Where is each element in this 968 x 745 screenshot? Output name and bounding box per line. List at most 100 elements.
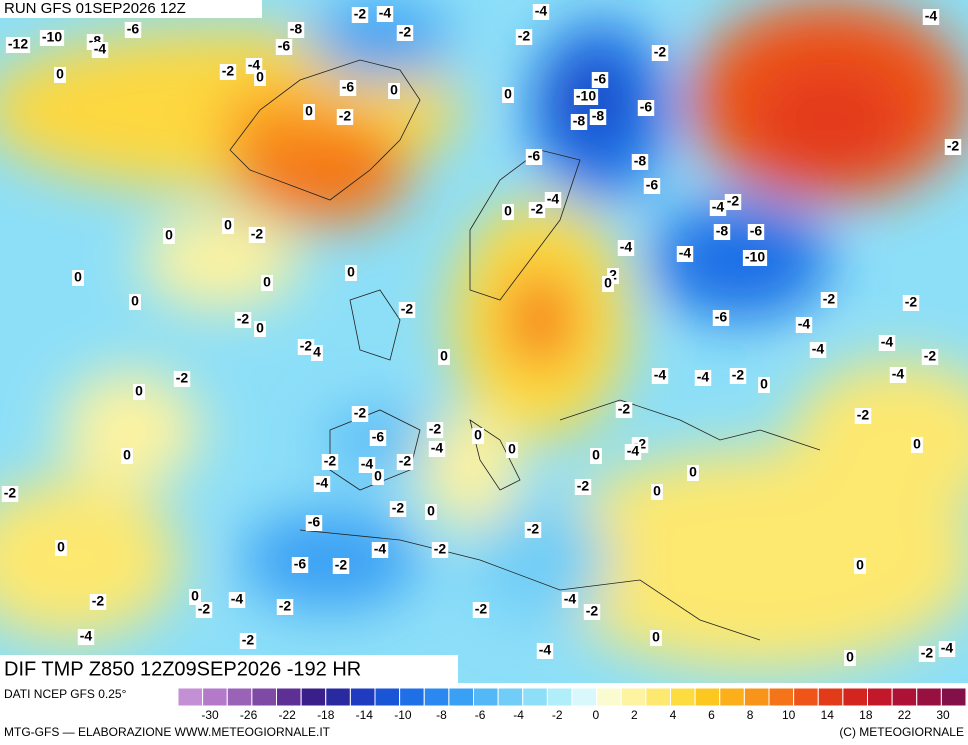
contour-label-bg	[911, 437, 923, 453]
contour-label-bg	[820, 292, 838, 308]
contour-label-bg	[795, 317, 813, 333]
contour-label-bg	[525, 149, 543, 165]
contour-label-bg	[742, 250, 768, 266]
contour-label: -6	[308, 514, 321, 530]
contour-label: 0	[131, 293, 139, 309]
contour-label: -4	[431, 440, 444, 456]
color-swatch	[251, 687, 277, 707]
color-swatch	[670, 687, 696, 707]
contour-label: -2	[222, 63, 235, 79]
contour-label: -8	[592, 108, 605, 124]
contour-label: -4	[925, 8, 938, 24]
contour-label: -2	[527, 521, 540, 537]
contour-label: -2	[300, 338, 313, 354]
contour-label: -4	[379, 5, 392, 21]
contour-label: -4	[712, 199, 725, 215]
contour-label: -8	[573, 113, 586, 129]
contour-label: -4	[798, 316, 811, 332]
contour-label-bg	[713, 224, 731, 240]
contour-label: -2	[392, 500, 405, 516]
contour-label-bg	[472, 602, 490, 618]
contour-label: -6	[342, 79, 355, 95]
contour-label: -4	[248, 57, 261, 73]
color-swatch	[571, 687, 598, 707]
contour-label-bg	[624, 444, 642, 460]
contour-label-bg	[336, 109, 354, 125]
color-bar: -30 -26 -22 -18 -14 -10 -8 -6 -4 -2 0 2 4 6 8 10 14 18 22 3…	[177, 687, 967, 722]
contour-label: -4	[535, 3, 548, 19]
contour-label-bg	[425, 504, 437, 520]
contour-label-bg	[351, 7, 369, 23]
contour-label-bg	[303, 104, 315, 120]
contour-label-bg	[254, 70, 266, 86]
contour-label: -4	[547, 191, 560, 207]
contour-label-bg	[133, 384, 145, 400]
contour-label: -2	[823, 291, 836, 307]
contour-label-bg	[339, 80, 357, 96]
contour-label: 0	[653, 483, 661, 499]
legend-tick-label: -14	[356, 708, 374, 722]
coastlines	[229, 59, 821, 641]
legend-tick-label: 8	[747, 708, 754, 722]
contour-label: -2	[475, 601, 488, 617]
contour-label: -2	[857, 407, 870, 423]
contour-label-bg	[396, 25, 414, 41]
color-swatch	[940, 687, 967, 707]
contour-label-bg	[124, 22, 142, 38]
contour-label: -2	[947, 138, 960, 154]
contour-label-bg	[351, 406, 369, 422]
contour-label: -4	[374, 541, 387, 557]
contour-label: -2	[727, 193, 740, 209]
contour-label-bg	[173, 371, 191, 387]
contour-label-bg	[222, 218, 234, 234]
contour-label: -2	[399, 453, 412, 469]
contour-label-bg	[502, 87, 514, 103]
contour-label: -2	[176, 370, 189, 386]
credits: MTG-GFS — ELABORAZIONE WWW.METEOGIORNALE…	[4, 725, 331, 739]
contour-label: -6	[646, 177, 659, 193]
contour-label-bg	[5, 37, 31, 53]
contour-label-bg	[643, 178, 661, 194]
contour-label-bg	[313, 476, 331, 492]
color-swatch	[473, 687, 499, 707]
legend-tick-label: -6	[475, 708, 486, 722]
contour-label-bg	[602, 276, 614, 292]
legend-tick-label: 22	[898, 708, 912, 722]
contour-label-bg	[729, 368, 747, 384]
contour-label: -2	[198, 601, 211, 617]
contour-label-bg	[938, 641, 956, 657]
color-swatch	[423, 687, 450, 707]
contour-label-bg	[371, 542, 389, 558]
contour-label: -2	[732, 367, 745, 383]
contour-label: -6	[715, 309, 728, 325]
contour-label: -6	[594, 71, 607, 87]
legend-tick-label: -4	[513, 708, 524, 722]
contour-label: 0	[165, 227, 173, 243]
contour-label: 0	[191, 588, 199, 604]
contour-label: 0	[846, 649, 854, 665]
contour-label: -10	[576, 88, 596, 104]
contour-label: -4	[80, 628, 93, 644]
color-swatch	[497, 687, 524, 707]
contour-label-bg	[239, 633, 257, 649]
contour-label-bg	[651, 484, 663, 500]
contour-label: -2	[618, 401, 631, 417]
contour-label: -2	[577, 478, 590, 494]
contour-label-bg	[506, 442, 518, 458]
color-swatch	[276, 687, 302, 707]
contour-label: -4	[564, 591, 577, 607]
contour-label: -2	[401, 301, 414, 317]
contour-label-bg	[694, 370, 712, 386]
contour-labels: -12 -10 -8-4-60 -2 -40-8-6-2 -4-2-6 0-20-2-40-…	[1, 3, 962, 666]
contour-label: 0	[592, 447, 600, 463]
color-swatch	[743, 687, 770, 707]
contour-label: -2	[237, 311, 250, 327]
data-source: DATI NCEP GFS 0.25°	[4, 687, 127, 701]
contour-label-bg	[163, 228, 175, 244]
contour-label: -8	[290, 21, 303, 37]
contour-label: -2	[586, 603, 599, 619]
contour-label-bg	[570, 114, 588, 130]
contour-label: -2	[339, 108, 352, 124]
contour-label-bg	[502, 204, 514, 220]
legend-tick-label: -26	[240, 708, 258, 722]
